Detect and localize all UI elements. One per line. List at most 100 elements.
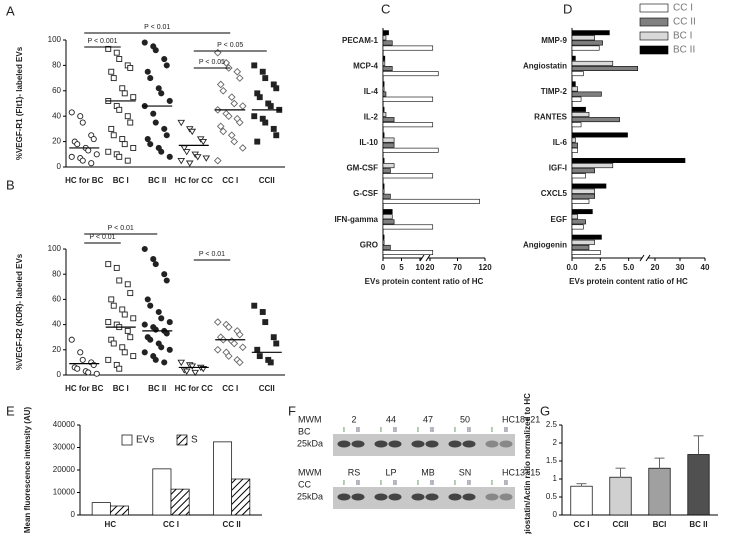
sublane-label: II — [356, 480, 360, 487]
category-label: IL-4 — [364, 87, 379, 96]
x-tick-label: CCII — [259, 176, 275, 185]
y-tick-label: 40 — [52, 111, 61, 120]
data-point — [121, 141, 128, 148]
bar — [382, 66, 393, 71]
data-point — [166, 153, 173, 160]
data-point — [121, 311, 128, 318]
bar — [571, 214, 578, 220]
bar — [571, 60, 614, 66]
x-tick-label: HC for BC — [65, 176, 103, 185]
data-point — [110, 302, 117, 309]
data-point — [119, 344, 126, 351]
data-point — [235, 358, 244, 367]
data-point — [216, 122, 225, 131]
x-tick-label: BC I — [113, 176, 129, 185]
bar — [609, 476, 632, 516]
lane-label: 47 — [423, 414, 433, 424]
data-point — [216, 80, 225, 89]
data-point — [230, 99, 239, 108]
data-point — [158, 148, 165, 155]
data-point — [161, 125, 168, 132]
bar — [571, 234, 602, 240]
bar — [382, 106, 385, 112]
bar — [571, 239, 595, 245]
data-point — [113, 264, 120, 271]
lane-label: SN — [459, 467, 472, 477]
y-tick-label: 0 — [57, 370, 62, 379]
x-tick-label: 10 — [416, 263, 425, 272]
bar — [382, 86, 385, 92]
bar — [571, 209, 593, 215]
data-point — [127, 64, 134, 71]
data-point — [188, 363, 197, 370]
data-point — [74, 141, 81, 148]
bar — [382, 30, 389, 36]
data-point — [213, 48, 222, 57]
data-point — [185, 160, 194, 167]
y-tick-label: 40000 — [53, 420, 76, 429]
bar — [382, 96, 434, 102]
legend-label: S — [191, 435, 198, 446]
bar — [382, 71, 439, 77]
data-point — [213, 156, 222, 165]
bar — [571, 188, 595, 194]
bar — [571, 106, 586, 112]
significance-label: P < 0.05 — [217, 42, 243, 49]
data-point — [254, 138, 261, 145]
data-point — [144, 68, 151, 75]
bar — [382, 183, 385, 189]
y-axis-label: %VEGF-R1 (Flt1)- labeled EVs — [15, 46, 24, 160]
bar — [571, 112, 590, 117]
x-tick-label: BC II — [148, 176, 166, 185]
data-point — [224, 352, 233, 360]
bar — [382, 214, 393, 220]
data-point — [119, 136, 126, 143]
data-point — [77, 113, 84, 120]
x-tick-label: 70 — [453, 263, 462, 272]
data-point — [219, 127, 228, 136]
data-point — [166, 319, 173, 326]
y-tick-label: 0 — [71, 510, 76, 519]
bar — [382, 219, 395, 225]
blot-band — [351, 493, 365, 501]
category-label: RANTES — [534, 113, 568, 122]
legend-swatch — [639, 3, 669, 13]
data-point — [141, 321, 148, 328]
data-point — [219, 86, 228, 95]
data-point — [124, 113, 131, 120]
legend-label: CC I — [673, 3, 693, 14]
data-point — [213, 345, 222, 354]
bar — [571, 158, 686, 163]
panel-letter: F — [288, 403, 296, 418]
data-point — [79, 157, 86, 164]
data-point — [155, 85, 162, 92]
bar — [571, 91, 602, 97]
bar — [571, 193, 595, 199]
y-tick-label: 0.5 — [546, 492, 558, 501]
data-point — [267, 359, 274, 366]
x-tick-label: CCII — [259, 384, 275, 393]
data-point — [161, 359, 168, 366]
bar — [571, 224, 584, 230]
x-tick-label: 2.5 — [595, 263, 607, 272]
bar — [382, 142, 395, 148]
data-point — [108, 296, 115, 303]
bar — [571, 132, 628, 138]
bar — [571, 86, 578, 92]
data-point — [273, 85, 280, 92]
data-point — [119, 306, 126, 313]
x-tick-label: CCII — [613, 520, 629, 529]
lane-label: HC18+21 — [502, 414, 540, 424]
axis-break — [639, 254, 645, 262]
data-point — [273, 132, 280, 139]
category-label: MMP-9 — [541, 36, 567, 45]
sublane-label: II — [504, 480, 508, 487]
panel-letter: C — [381, 1, 390, 16]
bar — [571, 219, 586, 225]
blot-band — [374, 440, 388, 448]
y-tick-label: 30000 — [53, 443, 76, 452]
data-point — [155, 308, 162, 316]
data-point — [108, 68, 115, 75]
data-point — [121, 90, 128, 97]
sublane-label: II — [430, 427, 434, 434]
